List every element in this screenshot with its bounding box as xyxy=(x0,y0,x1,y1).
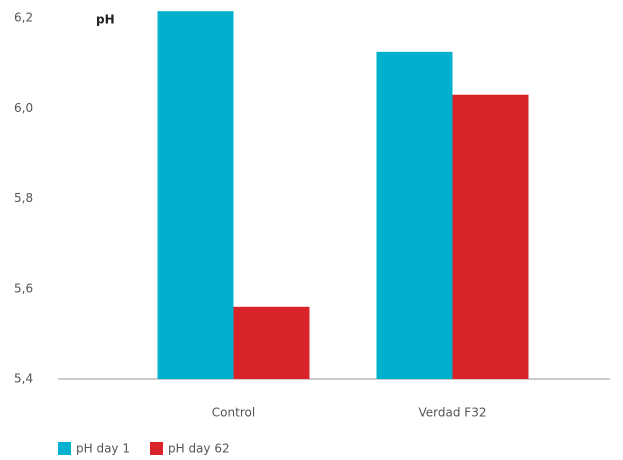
y-tick-label: 5,4 xyxy=(14,372,33,386)
legend-swatch xyxy=(58,442,71,455)
bar xyxy=(376,51,453,379)
y-tick-label: 5,6 xyxy=(14,281,33,295)
y-tick-label: 6,0 xyxy=(14,101,33,115)
legend-swatch xyxy=(149,442,163,455)
y-tick-label: 6,2 xyxy=(14,11,33,25)
bar xyxy=(157,11,234,379)
x-tick-label: Verdad F32 xyxy=(419,406,487,420)
x-tick-label: Control xyxy=(212,406,255,420)
y-tick-label: 5,8 xyxy=(14,191,33,205)
legend-label: pH day 62 xyxy=(168,442,230,456)
y-axis-label: pH xyxy=(96,13,115,27)
bar xyxy=(233,306,310,379)
bar xyxy=(452,94,529,380)
legend-label: pH day 1 xyxy=(76,442,130,456)
